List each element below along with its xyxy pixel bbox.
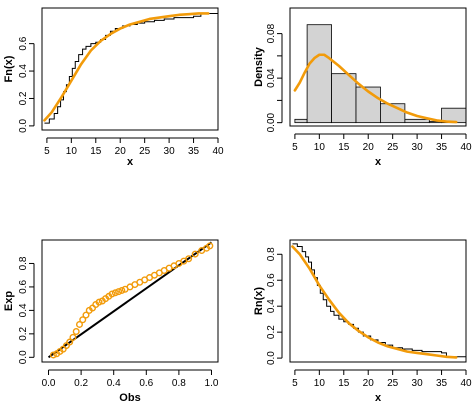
x-axis-label: x [375, 392, 382, 404]
data-point [66, 338, 74, 346]
data-point [82, 311, 90, 319]
fitted-curve [43, 12, 210, 122]
pp-plot-panel: 0.0 0.2 0.4 0.6 0.8 1.0 0.0 0.2 0.4 0.6 0.8 Obs Exp [3, 239, 219, 404]
data-point [108, 290, 116, 298]
data-point [185, 255, 193, 263]
y-tick-label: 0.4 [18, 64, 29, 78]
y-tick-label: 0.6 [266, 273, 277, 287]
x-tick-label: 25 [139, 146, 151, 157]
x-axis-label: x [127, 156, 134, 168]
y-axis-label: Fn(x) [3, 55, 15, 82]
ecdf-panel: 5 10 15 20 25 30 35 40 0.0 0.2 0.4 0.6 x Fn(x) [3, 7, 224, 168]
x-tick-label: 5 [292, 142, 298, 153]
y-tick-label: 0.2 [18, 91, 29, 105]
y-tick-label: 0.0 [18, 350, 29, 364]
x-tick-label: 30 [164, 146, 176, 157]
x-tick-label: 0.8 [172, 378, 186, 389]
x-tick-label: 20 [363, 142, 375, 153]
data-point [79, 316, 87, 324]
histogram-panel: 5 10 15 20 25 30 35 40 0.00 0.04 0.08 x Density [253, 7, 472, 168]
x-tick-label: 30 [412, 378, 424, 389]
y-tick-label: 0.04 [266, 68, 277, 88]
y-tick-label: 0.0 [18, 119, 29, 133]
data-point [191, 250, 199, 258]
histogram-bar [404, 118, 430, 124]
data-point [206, 242, 214, 250]
x-tick-label: 25 [387, 378, 399, 389]
y-tick-label: 0.0 [266, 351, 277, 365]
x-axis-label: x [375, 156, 382, 168]
plot-frame [41, 7, 219, 131]
x-tick-label: 35 [436, 142, 448, 153]
data-point [75, 320, 83, 328]
empirical-step-line [44, 12, 218, 124]
x-tick-label: 15 [338, 378, 350, 389]
y-tick-label: 0.2 [266, 325, 277, 339]
x-tick-label: 10 [314, 142, 326, 153]
histogram-bar [306, 24, 332, 124]
x-tick-label: 10 [66, 146, 78, 157]
histogram-bar [331, 73, 357, 124]
y-tick-label: 0.00 [266, 112, 277, 132]
x-tick-label: 0.0 [42, 378, 56, 389]
x-axis-label: Obs [119, 392, 140, 404]
x-tick-label: 15 [338, 142, 350, 153]
plot-frame [289, 7, 467, 127]
x-tick-label: 30 [412, 142, 424, 153]
fitted-curve [293, 53, 458, 124]
plot-frame [41, 239, 219, 363]
x-tick-label: 10 [314, 378, 326, 389]
y-tick-label: 0.8 [18, 256, 29, 270]
y-axis-label: Exp [3, 291, 15, 311]
data-point [111, 289, 119, 297]
histogram-bar [294, 118, 308, 124]
y-tick-label: 0.4 [266, 299, 277, 313]
data-point [49, 351, 57, 359]
x-tick-label: 0.4 [107, 378, 121, 389]
x-tick-label: 5 [292, 378, 298, 389]
x-tick-label: 1.0 [205, 378, 219, 389]
x-tick-label: 15 [90, 146, 102, 157]
x-tick-label: 25 [387, 142, 399, 153]
x-tick-label: 35 [436, 378, 448, 389]
x-tick-label: 20 [363, 378, 375, 389]
x-tick-label: 40 [460, 378, 472, 389]
data-point [118, 286, 126, 294]
y-tick-label: 0.4 [18, 303, 29, 317]
survival-panel: 5 10 15 20 25 30 35 40 0.0 0.2 0.4 0.6 0.8 x Rn(x) [253, 239, 472, 404]
fitted-curve [291, 245, 458, 359]
data-point [115, 288, 123, 296]
y-tick-label: 0.6 [18, 36, 29, 50]
x-tick-label: 0.6 [139, 378, 153, 389]
data-point [72, 328, 80, 336]
y-tick-label: 0.8 [266, 247, 277, 261]
data-point [95, 298, 103, 306]
x-tick-label: 40 [212, 146, 224, 157]
y-tick-label: 0.6 [18, 280, 29, 294]
x-tick-label: 0.2 [74, 378, 88, 389]
y-axis-label: Rn(x) [253, 287, 265, 315]
y-axis-label: Density [253, 46, 265, 87]
data-point [69, 333, 77, 341]
y-tick-label: 0.08 [266, 23, 277, 43]
plot-frame [289, 239, 467, 363]
x-tick-label: 5 [44, 146, 50, 157]
empirical-step-line [292, 243, 466, 358]
x-tick-label: 40 [460, 142, 472, 153]
x-tick-label: 20 [115, 146, 127, 157]
y-tick-label: 0.2 [18, 326, 29, 340]
x-tick-label: 35 [188, 146, 200, 157]
